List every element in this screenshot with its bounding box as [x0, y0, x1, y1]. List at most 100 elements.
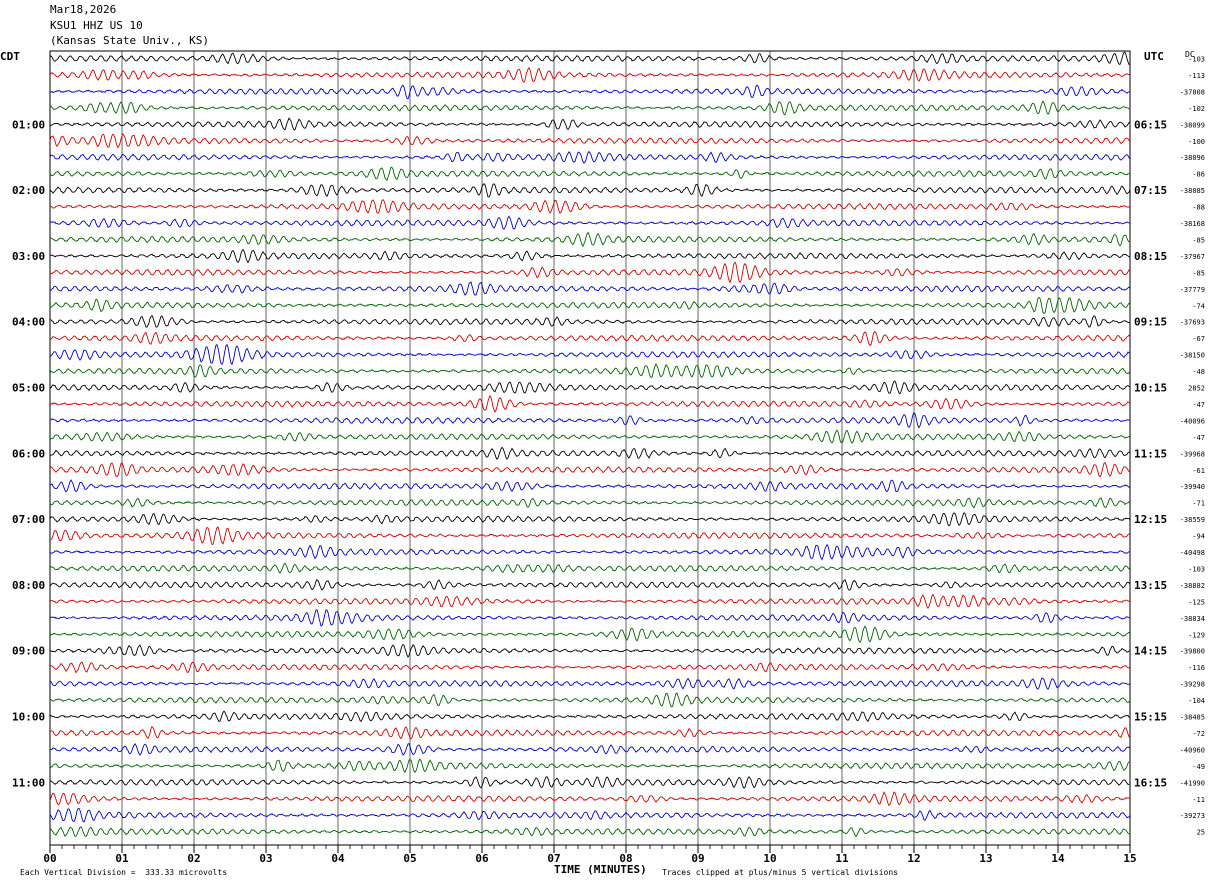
x-axis-title: TIME (MINUTES) — [554, 863, 647, 876]
scale-note: Each Vertical Division = 333.33 microvol… — [20, 868, 228, 877]
dc-offset-label: -37779 — [1180, 286, 1205, 294]
trace-line — [49, 429, 1131, 444]
dc-offset-label: -47 — [1192, 401, 1205, 409]
right-hour-label: 12:15 — [1134, 513, 1167, 526]
right-hour-label: 06:15 — [1134, 118, 1167, 131]
trace-line — [49, 742, 1131, 756]
trace-line — [49, 314, 1131, 328]
x-tick-label: 04 — [331, 852, 345, 865]
trace-line — [49, 479, 1131, 493]
x-tick-label: 01 — [115, 852, 129, 865]
trace-line — [49, 609, 1131, 627]
dc-offset-label: -39298 — [1180, 681, 1205, 689]
x-tick-label: 03 — [259, 852, 272, 865]
x-tick-label: 13 — [979, 852, 992, 865]
dc-offset-label: -40498 — [1180, 549, 1205, 557]
trace-line — [49, 526, 1131, 545]
trace-line — [49, 562, 1131, 574]
trace-line — [49, 380, 1131, 395]
right-hour-label: 08:15 — [1134, 250, 1167, 263]
trace-line — [49, 281, 1131, 296]
dc-offset-label: -39273 — [1180, 812, 1205, 820]
trace-line — [49, 791, 1131, 807]
trace-line — [49, 183, 1131, 198]
x-tick-label: 08 — [619, 852, 632, 865]
trace-line — [49, 331, 1131, 347]
dc-offset-label: -88 — [1192, 204, 1205, 212]
trace-line — [49, 446, 1131, 460]
trace-line — [49, 758, 1131, 774]
dc-offset-label: -102 — [1188, 105, 1205, 113]
trace-line — [49, 363, 1131, 378]
trace-line — [49, 84, 1131, 100]
trace-line — [49, 826, 1130, 838]
left-hour-label: 11:00 — [12, 776, 45, 789]
trace-line — [49, 578, 1131, 591]
left-hour-label: 10:00 — [12, 711, 45, 724]
right-hour-label: 16:15 — [1134, 776, 1167, 789]
trace-line — [49, 231, 1131, 247]
dc-offset-label: -100 — [1188, 138, 1205, 146]
trace-line — [49, 296, 1131, 315]
right-timezone-label: UTC — [1144, 50, 1164, 63]
trace-line — [49, 625, 1131, 643]
x-tick-label: 07 — [547, 852, 560, 865]
trace-line — [49, 497, 1131, 509]
dc-offset-label: -67 — [1192, 335, 1205, 343]
dc-offset-label: -38559 — [1180, 516, 1205, 524]
trace-line — [49, 661, 1131, 674]
dc-offset-label: -38834 — [1180, 615, 1205, 623]
dc-header-label: DC — [1185, 50, 1195, 59]
left-timezone-label: CDT — [0, 50, 20, 63]
dc-offset-label: -39800 — [1180, 648, 1205, 656]
left-hour-label: 04:00 — [12, 316, 45, 329]
x-tick-label: 05 — [403, 852, 416, 865]
dc-offset-label: -37808 — [1180, 88, 1205, 96]
dc-offset-label: -37967 — [1180, 253, 1205, 261]
trace-line — [49, 726, 1131, 740]
dc-offset-label: -113 — [1188, 72, 1205, 80]
header-date: Mar18,2026 — [50, 3, 117, 16]
trace-line — [49, 343, 1131, 366]
dc-offset-label: -61 — [1192, 467, 1205, 475]
dc-offset-label: -37693 — [1180, 319, 1205, 327]
x-tick-label: 11 — [835, 852, 849, 865]
dc-offset-label: -38485 — [1180, 714, 1205, 722]
trace-line — [49, 199, 1131, 214]
trace-line — [49, 677, 1131, 690]
x-tick-label: 12 — [907, 852, 920, 865]
x-tick-label: 00 — [43, 852, 56, 865]
dc-offset-label: -40960 — [1180, 746, 1205, 754]
x-tick-label: 02 — [187, 852, 200, 865]
dc-offset-label: -39940 — [1180, 483, 1205, 491]
header-location: (Kansas State Univ., KS) — [50, 34, 209, 47]
dc-offset-label: -103 — [1188, 565, 1205, 573]
dc-offset-label: -41990 — [1180, 779, 1205, 787]
dc-offset-label: -94 — [1192, 533, 1205, 541]
right-hour-label: 07:15 — [1134, 184, 1167, 197]
dc-offset-label: -38882 — [1180, 582, 1205, 590]
trace-line — [49, 117, 1131, 131]
trace-line — [49, 394, 1131, 414]
dc-offset-label: -125 — [1188, 598, 1205, 606]
trace-line — [49, 807, 1131, 823]
trace-line — [49, 66, 1131, 83]
left-hour-label: 05:00 — [12, 382, 45, 395]
dc-offset-label: -116 — [1188, 664, 1205, 672]
trace-line — [49, 248, 1131, 264]
dc-offset-label: -38150 — [1180, 352, 1205, 360]
dc-offset-label: -71 — [1192, 500, 1205, 508]
dc-offset-label: 2852 — [1188, 385, 1205, 393]
dc-offset-label: -129 — [1188, 631, 1205, 639]
dc-offset-label: -39968 — [1180, 450, 1205, 458]
x-tick-label: 15 — [1123, 852, 1136, 865]
trace-line — [49, 150, 1131, 164]
trace-line — [49, 261, 1131, 284]
dc-offset-label: -38096 — [1180, 154, 1205, 162]
left-hour-label: 09:00 — [12, 645, 45, 658]
trace-line — [49, 166, 1131, 182]
x-tick-label: 14 — [1051, 852, 1065, 865]
dc-offset-label: -104 — [1188, 697, 1205, 705]
left-hour-label: 08:00 — [12, 579, 45, 592]
